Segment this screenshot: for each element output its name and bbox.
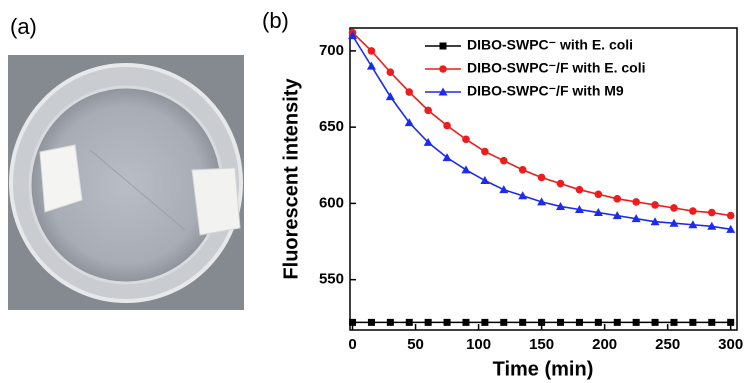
marker: [613, 195, 622, 203]
marker: [404, 118, 414, 127]
marker: [349, 318, 357, 326]
marker: [385, 92, 395, 101]
marker: [574, 205, 584, 214]
marker: [424, 318, 432, 326]
marker: [669, 218, 679, 227]
marker: [405, 88, 414, 96]
plot-frame: [349, 27, 738, 331]
marker: [632, 318, 640, 326]
legend-label: DIBO-SWPC⁻/F with M9: [467, 83, 624, 99]
x-tick-label: 250: [655, 336, 680, 353]
marker: [612, 211, 622, 220]
marker: [707, 221, 717, 230]
legend-label: DIBO-SWPC⁻ with E. coli: [467, 37, 633, 53]
panel-label: (b): [262, 8, 289, 33]
marker: [670, 204, 678, 212]
marker: [537, 197, 547, 206]
marker: [557, 318, 565, 326]
legend-marker: [438, 87, 448, 96]
marker: [367, 47, 376, 55]
marker: [727, 318, 735, 326]
photo: [8, 55, 244, 310]
marker: [500, 318, 508, 326]
marker: [726, 211, 735, 220]
marker: [386, 318, 394, 326]
marker: [689, 318, 697, 326]
marker: [348, 31, 358, 40]
marker: [575, 318, 583, 326]
marker: [726, 224, 736, 233]
marker: [594, 190, 603, 199]
marker: [480, 176, 490, 185]
marker: [405, 318, 413, 326]
marker: [556, 201, 566, 210]
marker: [462, 318, 470, 326]
marker: [443, 121, 451, 130]
x-tick-label: 300: [718, 336, 743, 353]
marker: [366, 61, 376, 70]
marker: [575, 185, 584, 194]
marker: [443, 318, 451, 326]
marker: [519, 318, 527, 326]
x-tick-label: 0: [348, 336, 356, 353]
marker: [481, 318, 489, 326]
marker: [424, 106, 432, 115]
x-tick-label: 150: [529, 336, 554, 353]
y-tick-label: 600: [319, 194, 344, 211]
y-tick-label: 650: [319, 118, 344, 135]
y-tick-label: 550: [319, 271, 344, 288]
marker: [688, 220, 698, 229]
marker: [708, 318, 716, 326]
marker: [594, 318, 602, 326]
marker: [538, 318, 546, 326]
marker: [593, 208, 603, 217]
marker: [518, 166, 527, 174]
y-axis-label: Fluorescent intensity: [280, 78, 302, 280]
marker: [556, 179, 565, 188]
panel-label: (a): [10, 14, 37, 39]
x-tick-label: 100: [466, 336, 491, 353]
legend-marker: [439, 42, 447, 50]
marker: [462, 135, 470, 144]
legend-marker: [439, 65, 447, 73]
marker: [461, 165, 471, 174]
marker: [481, 147, 489, 156]
marker: [631, 214, 641, 223]
x-tick-label: 50: [407, 336, 424, 353]
marker: [386, 68, 395, 77]
x-tick-label: 200: [592, 336, 617, 353]
marker: [651, 318, 659, 326]
marker: [689, 207, 697, 215]
legend-label: DIBO-SWPC⁻/F with E. coli: [467, 60, 646, 76]
marker: [537, 173, 546, 182]
y-tick-label: 700: [319, 42, 344, 59]
marker: [613, 318, 621, 326]
marker: [518, 191, 528, 200]
marker: [650, 217, 660, 226]
marker: [442, 153, 452, 162]
marker: [499, 156, 508, 165]
marker: [670, 318, 678, 326]
marker: [651, 201, 659, 209]
marker: [367, 318, 375, 326]
marker: [707, 208, 716, 217]
marker: [423, 137, 433, 146]
marker: [499, 185, 509, 194]
x-axis-label: Time (min): [493, 358, 594, 380]
marker: [632, 198, 640, 206]
